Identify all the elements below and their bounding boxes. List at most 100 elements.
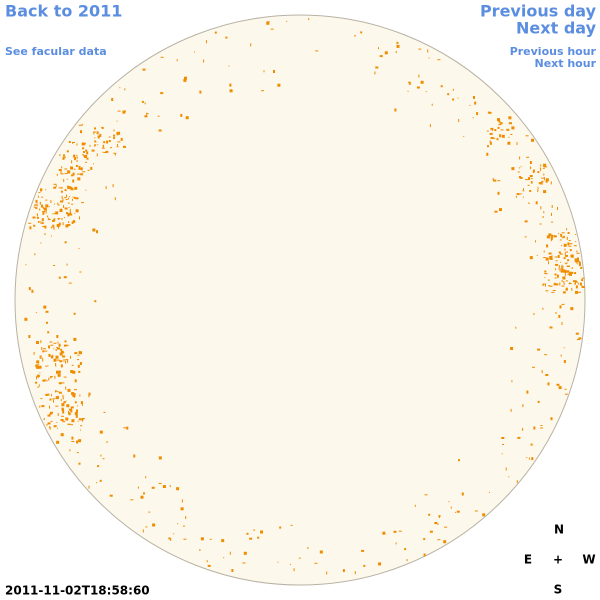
facula — [457, 97, 459, 99]
facula — [45, 310, 49, 313]
facula — [102, 151, 104, 153]
facula — [418, 48, 422, 50]
facula — [71, 441, 75, 442]
facula — [40, 242, 42, 244]
facula — [36, 203, 38, 207]
facula — [53, 342, 57, 344]
facula — [48, 377, 50, 381]
facula — [414, 504, 416, 507]
facula — [101, 126, 104, 129]
facula — [223, 557, 225, 559]
compass-north: N — [554, 523, 564, 537]
facula — [72, 198, 73, 201]
facula — [555, 260, 558, 262]
facula — [122, 110, 126, 114]
facula — [524, 236, 527, 238]
facula — [53, 218, 56, 221]
facula — [342, 569, 345, 573]
facula — [47, 219, 51, 221]
facula — [55, 184, 57, 187]
facula — [558, 268, 562, 270]
facula — [62, 156, 65, 160]
facula — [489, 491, 490, 493]
facula — [79, 271, 82, 273]
facula — [273, 70, 275, 73]
facula — [242, 562, 246, 564]
facula — [94, 300, 97, 303]
facula — [52, 398, 56, 400]
facula — [531, 138, 534, 142]
facula — [74, 352, 78, 355]
facula — [82, 154, 84, 156]
facula — [85, 161, 88, 163]
facula — [450, 506, 452, 509]
facula — [257, 536, 260, 539]
facula — [431, 103, 433, 106]
facula — [378, 562, 382, 566]
facula — [472, 117, 474, 119]
facula — [290, 524, 293, 526]
facula — [43, 206, 45, 208]
facula — [263, 70, 265, 73]
facula — [48, 206, 50, 208]
facula — [157, 115, 160, 117]
facula — [439, 517, 440, 518]
facula — [531, 457, 534, 461]
facula — [536, 254, 538, 256]
facula — [33, 206, 36, 208]
facula — [200, 537, 204, 541]
back-link[interactable]: Back to 2011 — [5, 2, 122, 21]
facula — [293, 568, 295, 572]
facula — [564, 393, 568, 395]
facula — [555, 263, 559, 266]
facula — [59, 209, 62, 212]
facula — [408, 81, 411, 85]
facula — [501, 453, 503, 455]
previous-day-link[interactable]: Previous day — [480, 2, 597, 21]
facula — [542, 284, 544, 286]
facula — [508, 476, 510, 478]
facula — [231, 569, 234, 572]
facula — [573, 245, 577, 247]
facula — [209, 538, 212, 540]
facula — [77, 359, 79, 361]
facula — [47, 422, 51, 425]
facula — [493, 179, 497, 182]
facula — [71, 424, 73, 426]
facula — [25, 264, 27, 266]
facula — [183, 78, 187, 82]
facula — [69, 186, 71, 190]
facula — [498, 120, 501, 123]
facular-link[interactable]: See facular data — [5, 45, 107, 58]
facula — [113, 134, 116, 137]
facula — [298, 557, 301, 559]
facula — [581, 279, 584, 282]
facula — [72, 370, 74, 372]
facula — [360, 31, 363, 34]
next-hour-link[interactable]: Next hour — [535, 57, 597, 70]
facula — [113, 152, 117, 154]
facula — [563, 282, 565, 285]
facula — [105, 150, 109, 153]
facula — [158, 129, 162, 132]
facula — [528, 177, 530, 181]
facula — [44, 233, 46, 235]
facula — [47, 414, 51, 417]
facula — [540, 164, 542, 167]
facula — [45, 207, 47, 210]
previous-hour-link[interactable]: Previous hour — [510, 45, 597, 58]
facula — [452, 98, 455, 101]
next-day-link[interactable]: Next day — [516, 19, 597, 38]
facula — [78, 462, 81, 465]
facula — [78, 248, 80, 250]
facula — [48, 353, 51, 357]
facula — [130, 499, 134, 501]
facula — [530, 443, 533, 446]
facula — [69, 196, 71, 198]
facula — [250, 43, 252, 47]
facula — [544, 283, 546, 287]
facula — [529, 256, 533, 260]
facula — [253, 529, 256, 531]
facula — [49, 426, 51, 429]
facula — [539, 223, 542, 225]
